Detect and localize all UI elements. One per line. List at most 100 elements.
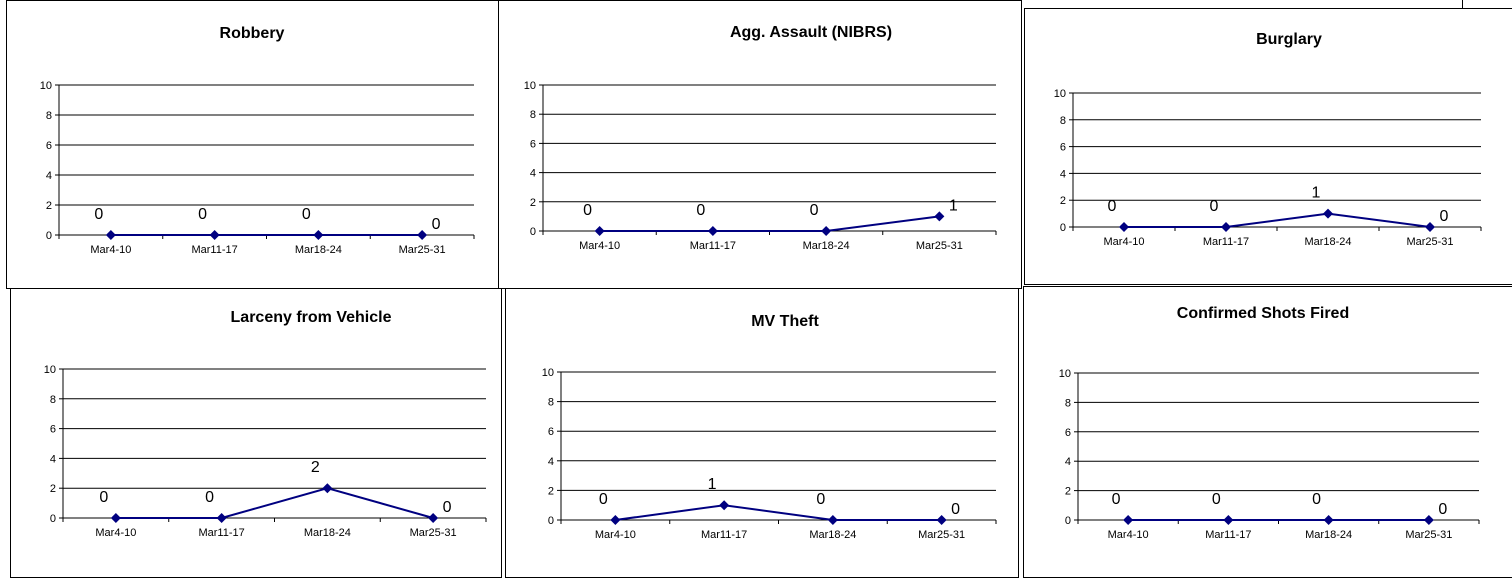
data-point: [1123, 515, 1134, 525]
chart-panel-larceny: Larceny from Vehicle 0 2 4 6 8 10 Mar4-10 Mar11…: [10, 288, 502, 578]
data-label: 0: [443, 499, 452, 516]
data-label: 0: [99, 489, 108, 506]
data-label: 0: [1312, 491, 1321, 508]
y-tick-label: 2: [1060, 195, 1066, 207]
series-line: [115, 487, 434, 519]
x-tick-label: Mar18-24: [803, 240, 850, 252]
data-point: [1221, 222, 1231, 232]
data-point: [936, 515, 947, 525]
data-label: 0: [810, 202, 819, 219]
chart-panel-agg-assault: Agg. Assault (NIBRS) 0 2 4 6 8 10 Mar4-10 Mar11…: [498, 0, 1022, 289]
y-tick-label: 8: [50, 394, 56, 406]
data-point: [105, 230, 116, 240]
series-line: [599, 215, 940, 232]
data-label: 1: [1312, 185, 1321, 202]
y-tick-label: 6: [530, 138, 536, 150]
x-tick-label: Mar4-10: [1108, 529, 1149, 541]
y-tick-label: 0: [1060, 222, 1066, 234]
chart-panel-mv-theft: MV Theft 0 2 4 6 8 10 Mar4-10 Mar11-17 Mar18-24 M…: [505, 288, 1019, 578]
data-point: [1119, 222, 1129, 232]
x-tick-label: Mar25-31: [1406, 236, 1453, 248]
y-tick-label: 2: [46, 200, 52, 212]
y-tick-label: 10: [44, 364, 56, 376]
y-tick-label: 6: [50, 424, 56, 436]
chart-title: MV Theft: [751, 313, 819, 330]
y-tick-label: 0: [1065, 515, 1071, 527]
y-tick-label: 10: [1059, 368, 1071, 380]
y-tick-label: 4: [50, 453, 56, 465]
data-point: [110, 513, 121, 523]
data-point: [719, 500, 730, 511]
y-tick-label: 4: [46, 170, 52, 182]
data-point: [313, 230, 324, 240]
y-tick-label: 4: [1060, 168, 1066, 180]
x-tick-label: Mar11-17: [690, 240, 736, 252]
data-point: [827, 515, 838, 525]
data-point: [610, 515, 621, 525]
y-tick-label: 0: [50, 513, 56, 525]
chart-panel-burglary: Burglary 0 2 4 6 8 10 Mar4-10 Mar11-17 Mar18-24 M…: [1024, 8, 1512, 285]
y-tick-label: 8: [548, 397, 554, 409]
chart-title: Confirmed Shots Fired: [1177, 305, 1349, 322]
y-tick-label: 4: [548, 456, 554, 468]
data-point: [1323, 515, 1334, 525]
x-tick-label: Mar25-31: [1405, 529, 1452, 541]
y-tick-label: 8: [46, 110, 52, 122]
chart-larceny: Larceny from Vehicle 0 2 4 6 8 10 Mar4-10 Mar11…: [44, 309, 487, 539]
y-tick-label: 4: [1065, 456, 1071, 468]
data-point: [1425, 222, 1435, 232]
y-tick-label: 10: [542, 367, 554, 379]
data-label: 0: [816, 491, 825, 508]
x-tick-label: Mar11-17: [198, 527, 244, 539]
y-tick-label: 2: [530, 197, 536, 209]
chart-panel-shots-fired: Confirmed Shots Fired 0 2 4 6 8 10 Mar4-10 Mar1…: [1023, 286, 1512, 578]
data-point: [934, 211, 945, 222]
data-label: 0: [583, 202, 592, 219]
data-point: [209, 230, 220, 240]
data-label: 0: [1438, 501, 1447, 518]
y-tick-label: 0: [530, 226, 536, 238]
chart-shots-fired: Confirmed Shots Fired 0 2 4 6 8 10 Mar4-10 Mar1…: [1059, 305, 1480, 541]
data-label: 0: [302, 206, 311, 223]
y-tick-label: 6: [1060, 142, 1066, 154]
x-tick-label: Mar18-24: [295, 244, 342, 256]
data-point: [428, 513, 439, 523]
y-tick-label: 10: [40, 80, 52, 92]
series-line: [615, 504, 942, 521]
data-point: [1423, 515, 1434, 525]
x-tick-label: Mar18-24: [304, 527, 351, 539]
x-tick-label: Mar11-17: [191, 244, 237, 256]
data-label: 0: [599, 491, 608, 508]
x-tick-label: Mar4-10: [95, 527, 136, 539]
data-label: 0: [1108, 198, 1117, 215]
x-tick-label: Mar25-31: [410, 527, 457, 539]
y-tick-label: 6: [46, 140, 52, 152]
y-tick-label: 8: [1065, 397, 1071, 409]
x-tick-label: Mar11-17: [1205, 529, 1251, 541]
y-tick-label: 0: [46, 230, 52, 242]
data-point: [594, 226, 605, 236]
data-point: [1323, 208, 1333, 219]
y-tick-label: 4: [530, 168, 536, 180]
chart-title: Larceny from Vehicle: [231, 309, 392, 326]
data-point: [821, 226, 832, 236]
y-tick-label: 2: [548, 485, 554, 497]
x-tick-label: Mar18-24: [1305, 529, 1352, 541]
data-label: 0: [1210, 198, 1219, 215]
chart-panel-robbery: Robbery 0 2 4 6 8 10 Mar4-10 Mar11-17 Mar18-24 Ma…: [6, 0, 499, 289]
data-label: 0: [1212, 491, 1221, 508]
data-label: 1: [708, 476, 717, 493]
data-label: 1: [949, 197, 958, 214]
x-tick-label: Mar4-10: [1104, 236, 1145, 248]
x-tick-label: Mar25-31: [399, 244, 446, 256]
data-label: 0: [1112, 491, 1121, 508]
y-tick-label: 2: [50, 483, 56, 495]
data-point: [417, 230, 428, 240]
series-line: [1124, 212, 1431, 228]
data-point: [1223, 515, 1234, 525]
y-tick-label: 6: [548, 426, 554, 438]
y-tick-label: 0: [548, 515, 554, 527]
data-label: 0: [1440, 208, 1449, 225]
